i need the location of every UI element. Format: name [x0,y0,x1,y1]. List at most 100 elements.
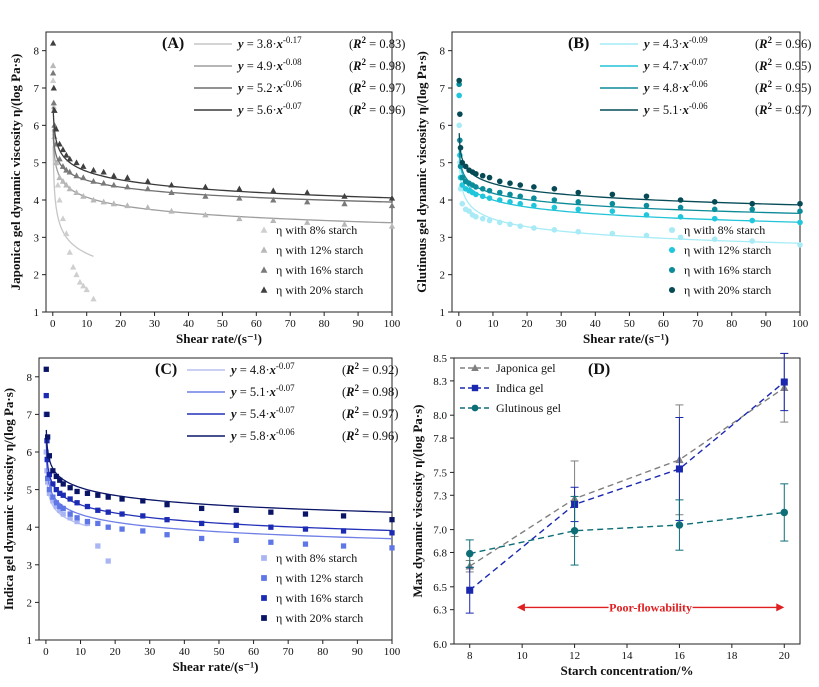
data-point [677,204,684,211]
equation-part: -0.07 [283,101,302,111]
equation-part: = 3.8· [244,37,277,51]
data-point [164,502,170,508]
data-point [551,197,558,203]
data-point [643,212,650,218]
y-tick-label: 4 [440,195,446,207]
y-tick-label: 7 [27,409,33,421]
equation-part: y [229,407,237,421]
equation-part: y [642,81,650,95]
equation-part: = 5.1· [650,103,683,117]
equation-part: x [276,81,283,95]
data-point [124,202,131,209]
equation-part: = 4.3· [650,37,683,51]
data-point [119,511,125,517]
data-point [46,490,53,496]
fit-equation: y = 4.3·x-0.09 [642,35,708,51]
data-point [797,241,803,248]
x-tick-label: 50 [624,318,636,330]
x-tick-label: 40 [590,318,602,330]
fit-r-squared: (R2 = 0.98) [349,57,405,73]
data-point [56,155,63,162]
x-tick-label: 8 [467,650,473,662]
data-point [50,84,57,91]
plot-frame [451,31,801,313]
legend-label: η with 8% starch [684,223,765,237]
x-tick-label: 90 [352,646,364,658]
x-tick-label: 14 [622,650,634,662]
data-point [140,528,146,534]
fit-line-2 [45,442,393,532]
r2-part: 2 [355,383,360,393]
equation-part: y [642,37,650,51]
equation-part: -0.08 [283,57,302,67]
equation-part: = 5.2· [244,81,277,95]
y-tick-label: 4 [27,522,33,534]
data-point [105,524,111,530]
data-point [749,238,756,244]
data-point [677,213,684,220]
series-line-0 [469,387,785,567]
data-point [479,172,486,179]
data-point [49,62,57,69]
data-point [83,286,90,293]
fit-r-squared: (R2 = 0.95) [755,79,811,95]
equation-part: -0.06 [283,79,302,89]
y-tick-label: 4 [34,195,40,207]
legend-marker [261,595,267,601]
data-point [74,515,80,521]
panel-0: 0 10 20 30 40 50 60 70 80 90 100 1 2 3 4 5 6 7 8 Shear rate… [8,31,405,346]
data-point [67,496,73,502]
data-point [80,174,87,181]
data-point [749,200,756,207]
legend-marker [668,246,676,254]
legend-label: η with 12% starch [276,243,363,257]
r2-part: R [345,363,354,377]
data-point [643,193,650,200]
data-point [119,496,125,502]
x-tick-label: 20 [110,646,122,658]
legend-marker [261,615,267,621]
y-tick-label: 7 [440,83,446,95]
x-tick-label: 70 [692,318,704,330]
legend-marker [668,226,676,234]
data-point [388,222,396,229]
data-point [144,204,151,210]
x-tick-label: 80 [726,318,738,330]
legend-label: η with 16% starch [276,263,363,277]
x-tick-label: 40 [183,318,195,330]
equation-part: y [229,363,237,377]
data-point [73,271,80,278]
equation-part: x [682,37,689,51]
data-point [199,520,205,527]
data-point [302,511,309,517]
data-point [749,206,756,213]
y-tick-label: 6.8 [433,547,447,559]
data-point [105,509,111,515]
data-point [797,208,803,215]
y-tick-label: 6 [34,120,40,132]
data-point [496,189,503,196]
data-point [56,140,63,147]
data-point [531,225,537,231]
data-point [95,492,101,498]
data-point [63,230,70,237]
data-point [66,248,73,255]
fit-r-squared: (R2 = 0.92) [342,361,398,377]
data-point [456,122,462,129]
equation-part: x [682,59,689,73]
data-point [479,215,486,222]
x-tick-label: 18 [726,650,738,662]
data-point [270,217,277,224]
r2-part: = 0.95) [772,59,811,73]
data-point [50,99,57,106]
equation-part: y [236,103,244,117]
data-point [46,453,53,459]
data-point [124,174,131,181]
data-point [675,465,683,473]
equation-part: x [269,407,276,421]
fit-equation: y = 4.7·x-0.07 [642,57,708,73]
equation-part: x [269,385,276,399]
equation-part: -0.06 [689,101,708,111]
data-point [67,515,73,521]
data-point [124,183,131,190]
